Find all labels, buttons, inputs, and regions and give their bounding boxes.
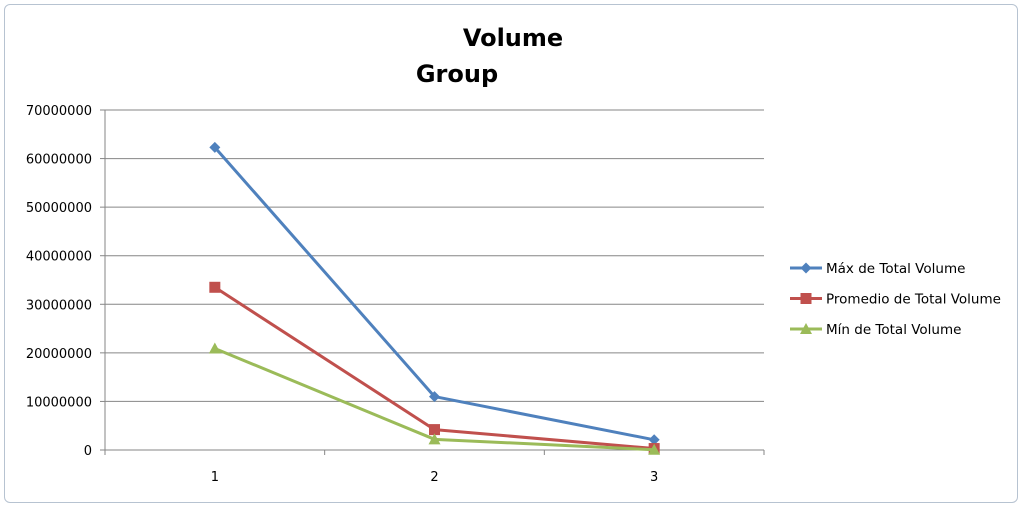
legend-label: Máx de Total Volume [826,261,965,277]
data-point [648,434,660,446]
y-tick-label: 50000000 [26,201,92,216]
y-tick-label: 30000000 [26,298,92,313]
chart-frame [4,4,1018,503]
y-tick-label: 40000000 [26,250,92,265]
legend-label: Mín de Total Volume [826,322,961,338]
data-point [209,281,221,293]
data-point [209,141,221,153]
chart-title-line-2: Group [416,60,498,88]
legend-label: Promedio de Total Volume [826,292,1001,308]
legend: Máx de Total Volume Promedio de Total Vol… [790,261,1001,338]
data-point [648,443,661,455]
data-point [429,391,440,403]
legend-swatch-marker [800,323,812,334]
legend-swatch-marker [800,293,812,304]
y-tick-label: 10000000 [26,395,92,410]
y-tick-label: 70000000 [26,104,92,119]
plot-series [208,141,661,455]
x-tick-label: 1 [211,470,219,485]
y-tick-label: 20000000 [26,347,92,362]
chart-title-line-1: Volume [463,24,563,52]
x-tick-label: 2 [430,470,438,485]
data-point [428,433,441,445]
data-point [429,424,440,436]
legend-swatch-marker [800,262,812,274]
x-tick-label: 3 [650,470,658,485]
data-point [208,342,221,354]
y-tick-label: 0 [84,444,92,459]
y-tick-label: 60000000 [26,153,92,168]
plot-grid [105,109,764,402]
plot-axes: 0 10000000 20000000 30000000 40000000 5000000… [26,104,765,485]
